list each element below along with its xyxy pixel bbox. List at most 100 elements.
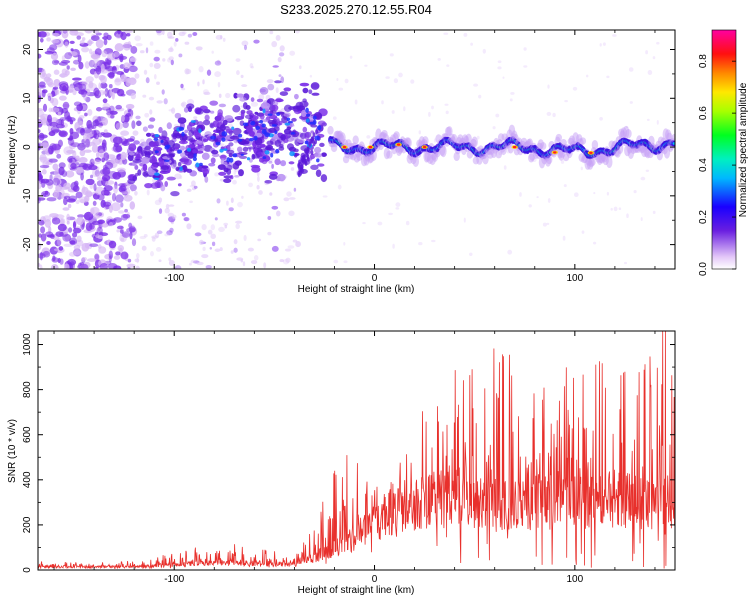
noise-blob bbox=[80, 88, 87, 98]
noise-blob bbox=[92, 30, 99, 34]
noise-blob bbox=[134, 258, 140, 263]
noise-blob bbox=[126, 227, 136, 233]
noise-blob bbox=[190, 259, 196, 264]
noise-blob bbox=[136, 253, 140, 259]
noise-blob bbox=[586, 74, 589, 78]
noise-blob bbox=[257, 175, 260, 182]
band-core-blob bbox=[164, 159, 170, 163]
colorbar-tick-label: 0.2 bbox=[698, 210, 709, 224]
band-core-blob bbox=[193, 153, 197, 158]
noise-blob bbox=[93, 133, 100, 140]
noise-blob bbox=[645, 50, 649, 55]
noise-blob bbox=[257, 238, 262, 242]
noise-blob bbox=[623, 261, 628, 265]
band-blob bbox=[247, 146, 256, 150]
noise-blob bbox=[47, 93, 53, 98]
band-core-blob bbox=[271, 124, 278, 127]
noise-blob bbox=[497, 66, 502, 70]
band-core-blob bbox=[160, 139, 164, 144]
band-blob bbox=[225, 128, 233, 133]
noise-blob bbox=[209, 246, 213, 250]
noise-blob bbox=[560, 160, 565, 164]
noise-blob bbox=[85, 89, 91, 96]
noise-blob bbox=[109, 110, 118, 115]
band-blob bbox=[310, 136, 314, 142]
noise-blob bbox=[225, 92, 231, 99]
noise-blob bbox=[84, 61, 90, 69]
spectrogram-xtick-label: 100 bbox=[566, 273, 583, 284]
band-core-blob bbox=[154, 134, 160, 138]
noise-blob bbox=[181, 212, 186, 217]
noise-blob bbox=[196, 261, 204, 266]
noise-blob bbox=[64, 263, 70, 269]
noise-blob bbox=[107, 72, 115, 78]
noise-blob bbox=[437, 57, 441, 61]
noise-blob bbox=[77, 116, 81, 126]
noise-blob bbox=[156, 100, 163, 104]
noise-blob bbox=[444, 103, 449, 106]
band-core-blob bbox=[309, 121, 314, 125]
band-blob bbox=[202, 169, 210, 175]
noise-blob bbox=[249, 62, 254, 69]
noise-blob bbox=[174, 173, 182, 180]
noise-blob bbox=[112, 136, 123, 145]
noise-blob bbox=[285, 257, 291, 263]
noise-blob bbox=[235, 58, 241, 62]
noise-blob bbox=[322, 195, 328, 198]
band-core-blob bbox=[289, 151, 295, 157]
noise-blob bbox=[58, 131, 67, 137]
ridge-halo bbox=[589, 158, 596, 167]
noise-blob bbox=[38, 132, 45, 141]
ridge-hotspot bbox=[342, 145, 347, 149]
band-blob bbox=[317, 163, 325, 167]
noise-blob bbox=[495, 113, 500, 118]
noise-blob bbox=[445, 110, 449, 115]
noise-blob bbox=[187, 33, 193, 38]
band-blob bbox=[164, 180, 169, 188]
noise-blob bbox=[234, 175, 240, 178]
noise-blob bbox=[52, 177, 61, 186]
band-blob bbox=[186, 124, 193, 132]
noise-blob bbox=[73, 250, 81, 256]
noise-blob bbox=[169, 227, 174, 233]
noise-blob bbox=[69, 40, 75, 45]
noise-blob bbox=[216, 198, 221, 204]
noise-blob bbox=[581, 230, 585, 234]
noise-blob bbox=[279, 259, 285, 263]
noise-blob bbox=[606, 191, 610, 196]
noise-blob bbox=[131, 120, 136, 129]
noise-blob bbox=[618, 207, 622, 211]
spectrogram-ytick-label: 20 bbox=[22, 44, 33, 56]
noise-blob bbox=[107, 262, 118, 269]
noise-blob bbox=[102, 117, 108, 126]
noise-blob bbox=[194, 232, 202, 237]
noise-blob bbox=[158, 259, 162, 263]
band-blob bbox=[212, 120, 220, 128]
noise-blob bbox=[470, 42, 473, 46]
ridge-halo bbox=[616, 142, 624, 155]
band-blob bbox=[128, 174, 134, 180]
ridge-halo bbox=[466, 150, 474, 159]
noise-blob bbox=[243, 234, 247, 242]
band-blob bbox=[186, 168, 193, 173]
noise-blob bbox=[106, 34, 112, 41]
noise-blob bbox=[241, 195, 244, 199]
band-blob bbox=[161, 130, 168, 139]
noise-blob bbox=[64, 52, 73, 60]
band-blob bbox=[128, 152, 135, 156]
band-core-blob bbox=[186, 147, 192, 152]
ridge-halo bbox=[482, 153, 489, 165]
band-blob bbox=[202, 119, 211, 126]
noise-blob bbox=[95, 65, 102, 75]
noise-blob bbox=[115, 104, 123, 110]
noise-blob bbox=[127, 79, 136, 84]
band-blob bbox=[223, 178, 232, 183]
noise-blob bbox=[145, 47, 149, 54]
ridge-halo bbox=[327, 125, 334, 135]
snr-xtick-label: -100 bbox=[164, 574, 184, 585]
noise-blob bbox=[101, 174, 111, 182]
noise-blob bbox=[153, 74, 157, 80]
noise-blob bbox=[55, 231, 64, 237]
noise-blob bbox=[179, 175, 183, 180]
noise-blob bbox=[67, 203, 72, 209]
